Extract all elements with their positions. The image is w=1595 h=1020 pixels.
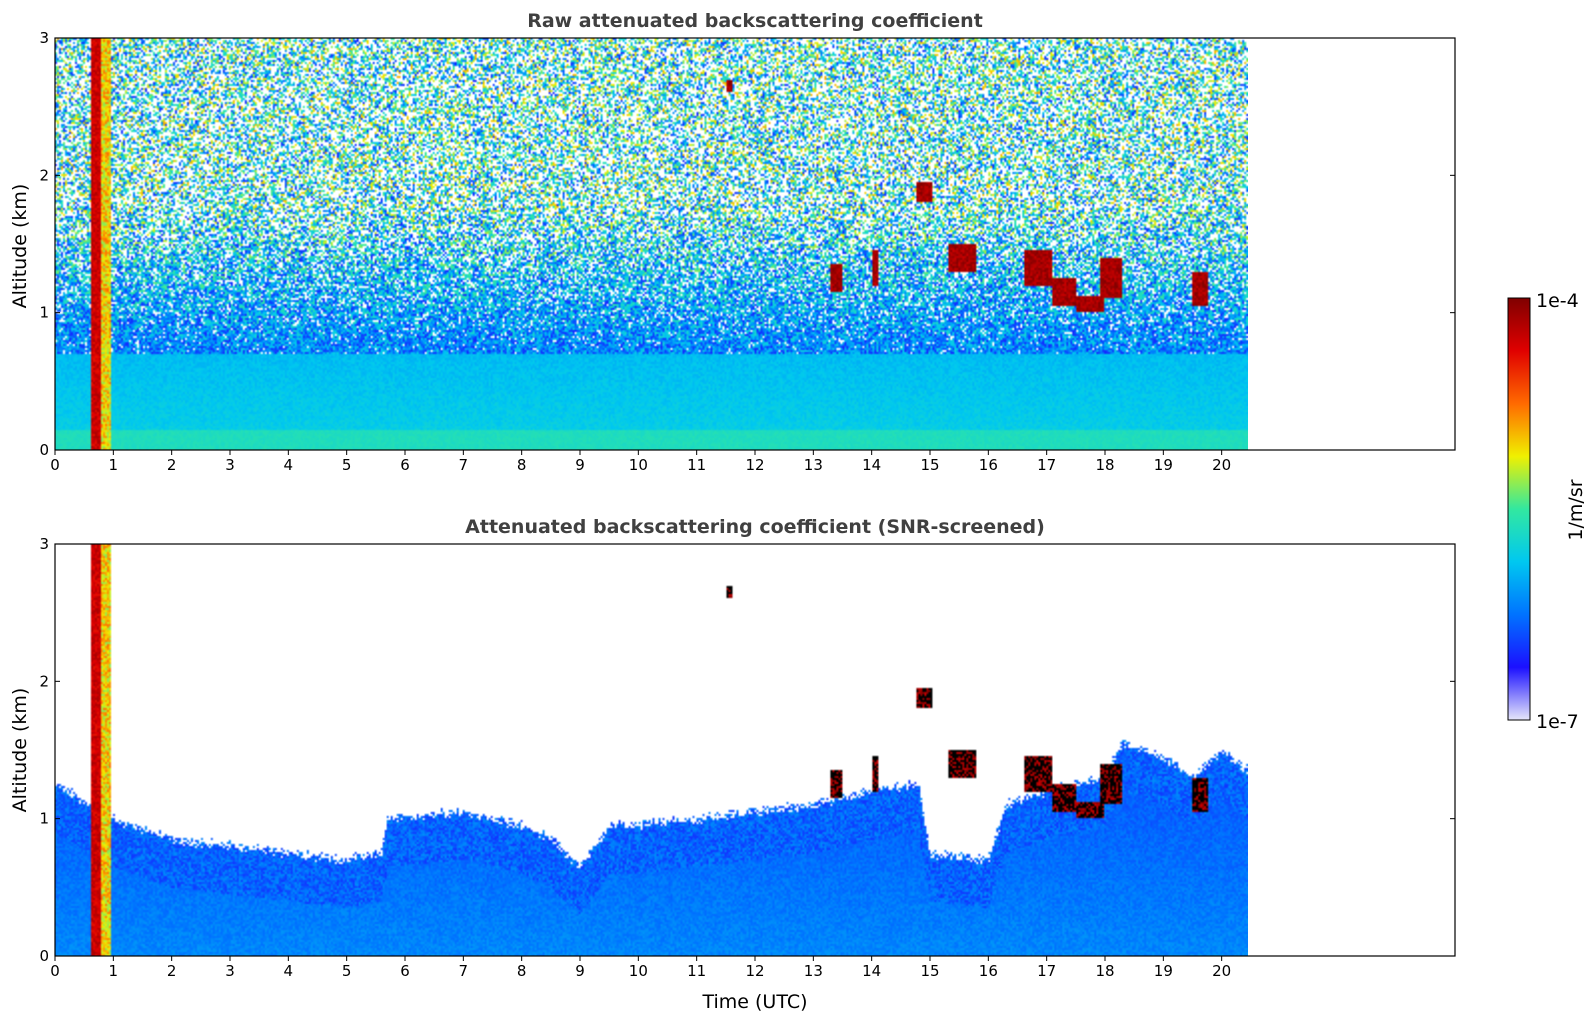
x-tick-label: 10 (629, 456, 648, 474)
x-tick-label: 20 (1212, 962, 1231, 980)
x-tick-label: 1 (109, 456, 119, 474)
x-tick-label: 19 (1154, 456, 1173, 474)
y-tick-label: 0 (39, 441, 49, 459)
x-tick-label: 15 (920, 962, 939, 980)
x-axis-label: Time (UTC) (701, 991, 807, 1013)
y-axis-ticks: 0 1 2 3 (39, 29, 1455, 459)
x-tick-label: 14 (862, 456, 881, 474)
y-axis-label: Altitude (km) (9, 184, 31, 309)
x-tick-label: 16 (979, 456, 998, 474)
x-tick-label: 18 (1095, 962, 1114, 980)
x-tick-label: 5 (342, 456, 352, 474)
y-axis-ticks: 0 1 2 3 (39, 535, 1455, 965)
x-tick-label: 14 (862, 962, 881, 980)
y-tick-label: 0 (39, 947, 49, 965)
panel-title: Raw attenuated backscattering coefficien… (527, 10, 983, 32)
colorbar: 1e-4 1e-7 1/m/sr (1507, 290, 1587, 733)
x-tick-label: 3 (225, 962, 235, 980)
x-tick-label: 10 (629, 962, 648, 980)
x-tick-label: 17 (1037, 962, 1056, 980)
panel-title: Attenuated backscattering coefficient (S… (465, 516, 1045, 538)
x-tick-label: 4 (284, 456, 294, 474)
x-tick-label: 4 (284, 962, 294, 980)
heatmap-cells (55, 38, 1248, 450)
panel-screened: Attenuated backscattering coefficient (S… (9, 516, 1456, 1013)
x-axis-ticks: 0 1 2 3 4 5 6 7 8 9 10 11 12 13 14 15 16 17 18 19 20 (50, 956, 1231, 980)
panel-raw: Raw attenuated backscattering coefficien… (9, 10, 1456, 474)
y-tick-label: 3 (39, 535, 49, 553)
y-axis-label: Altitude (km) (9, 688, 31, 813)
x-tick-label: 6 (400, 962, 410, 980)
x-tick-label: 6 (400, 456, 410, 474)
x-tick-label: 0 (50, 456, 60, 474)
x-tick-label: 17 (1037, 456, 1056, 474)
colorbar-gradient (1507, 297, 1531, 721)
x-axis-ticks: 0 1 2 3 4 5 6 7 8 9 10 11 12 13 14 15 16 17 18 19 20 (50, 450, 1231, 474)
x-tick-label: 13 (804, 962, 823, 980)
heatmap-cells (55, 544, 1248, 956)
y-tick-label: 2 (39, 166, 49, 184)
x-tick-label: 19 (1154, 962, 1173, 980)
x-tick-label: 2 (167, 962, 177, 980)
x-tick-label: 2 (167, 456, 177, 474)
colorbar-label: 1/m/sr (1565, 479, 1587, 540)
x-tick-label: 7 (459, 962, 469, 980)
x-tick-label: 11 (687, 456, 706, 474)
colorbar-min-label: 1e-7 (1536, 711, 1579, 733)
heatmap-screened (55, 544, 1248, 956)
x-tick-label: 20 (1212, 456, 1231, 474)
x-tick-label: 8 (517, 962, 527, 980)
x-tick-label: 3 (225, 456, 235, 474)
x-tick-label: 9 (575, 456, 585, 474)
y-tick-label: 2 (39, 672, 49, 690)
x-tick-label: 15 (920, 456, 939, 474)
x-tick-label: 8 (517, 456, 527, 474)
x-tick-label: 9 (575, 962, 585, 980)
x-tick-label: 12 (745, 456, 764, 474)
y-tick-label: 1 (39, 810, 49, 828)
x-tick-label: 0 (50, 962, 60, 980)
x-tick-label: 13 (804, 456, 823, 474)
x-tick-label: 7 (459, 456, 469, 474)
x-tick-label: 12 (745, 962, 764, 980)
x-tick-label: 11 (687, 962, 706, 980)
x-tick-label: 1 (109, 962, 119, 980)
colorbar-max-label: 1e-4 (1536, 290, 1579, 312)
y-tick-label: 1 (39, 304, 49, 322)
x-tick-label: 5 (342, 962, 352, 980)
x-tick-label: 18 (1095, 456, 1114, 474)
heatmap-raw (55, 38, 1248, 450)
x-tick-label: 16 (979, 962, 998, 980)
y-tick-label: 3 (39, 29, 49, 47)
